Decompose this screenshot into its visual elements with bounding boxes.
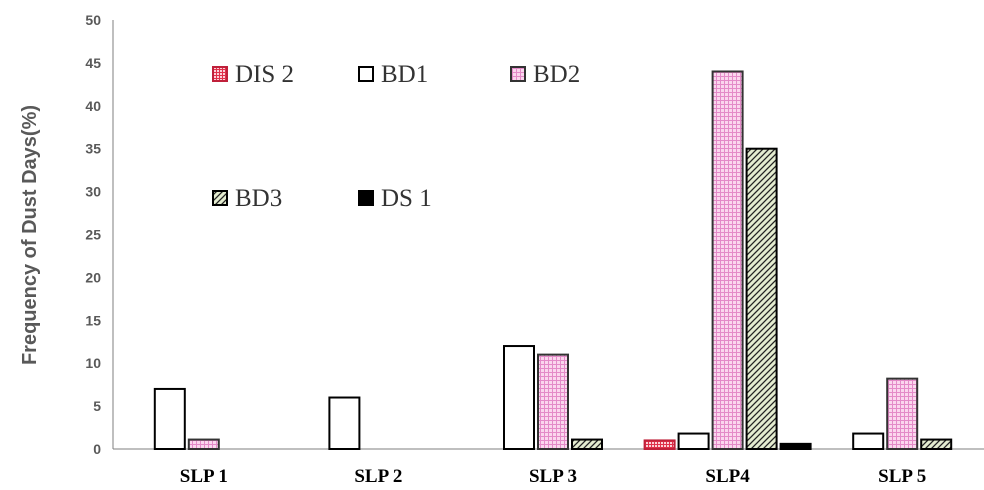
y-tick-label: 45 bbox=[85, 55, 101, 71]
y-tick-labels: 0 5 10 15 20 25 30 35 40 45 50 bbox=[85, 12, 101, 457]
bar-bd1-slp1 bbox=[153, 387, 186, 451]
bar-bd1-slp2 bbox=[328, 396, 361, 450]
y-tick-label: 50 bbox=[85, 12, 101, 28]
bars bbox=[153, 70, 953, 451]
category-label: SLP 5 bbox=[878, 466, 926, 487]
legend-label: DS 1 bbox=[381, 185, 432, 212]
y-tick-label: 20 bbox=[85, 269, 101, 285]
category-label: SLP 3 bbox=[529, 466, 577, 487]
category-label: SLP4 bbox=[705, 466, 750, 487]
bar-bd1-slp4 bbox=[677, 432, 710, 450]
legend-label: BD2 bbox=[533, 61, 580, 88]
bar-bd1-slp5 bbox=[852, 432, 885, 450]
bar-bd2-slp3 bbox=[537, 353, 569, 450]
category-labels: SLP 1 SLP 2 SLP 3 SLP4 SLP 5 bbox=[180, 466, 926, 487]
y-tick-label: 10 bbox=[85, 355, 101, 371]
legend-swatch bbox=[358, 66, 374, 82]
y-tick-label: 35 bbox=[85, 141, 101, 157]
legend-label: BD1 bbox=[381, 61, 428, 88]
legend-swatch bbox=[212, 190, 228, 206]
y-tick-label: 5 bbox=[93, 398, 101, 414]
bar-bd3-slp4 bbox=[745, 147, 778, 450]
y-tick-label: 30 bbox=[85, 184, 101, 200]
category-label: SLP 2 bbox=[354, 466, 402, 487]
bar-bd3-slp5 bbox=[920, 438, 953, 451]
bar-dis2-slp4 bbox=[643, 439, 676, 451]
bar-bd2-slp4 bbox=[711, 70, 744, 450]
y-tick-label: 0 bbox=[93, 441, 101, 457]
y-tick-label: 15 bbox=[85, 312, 101, 328]
bar-bd1-slp3 bbox=[503, 345, 535, 451]
bar-bd2-slp5 bbox=[886, 377, 919, 451]
y-tick-label: 40 bbox=[85, 98, 101, 114]
legend-swatch bbox=[212, 66, 228, 82]
bar-ds1-slp4 bbox=[779, 442, 812, 450]
legend: DIS 2 BD1 BD2 BD3 DS 1 bbox=[212, 61, 580, 212]
category-label: SLP 1 bbox=[180, 466, 228, 487]
y-tick-label: 25 bbox=[85, 227, 101, 243]
bar-bd2-slp1 bbox=[187, 438, 220, 451]
legend-label: DIS 2 bbox=[235, 61, 294, 88]
legend-swatch bbox=[358, 190, 374, 206]
y-axis-label: Frequency of Dust Days(%) bbox=[19, 105, 41, 365]
bar-bd3-slp3 bbox=[571, 438, 603, 451]
legend-swatch bbox=[510, 66, 526, 82]
legend-label: BD3 bbox=[235, 185, 282, 212]
